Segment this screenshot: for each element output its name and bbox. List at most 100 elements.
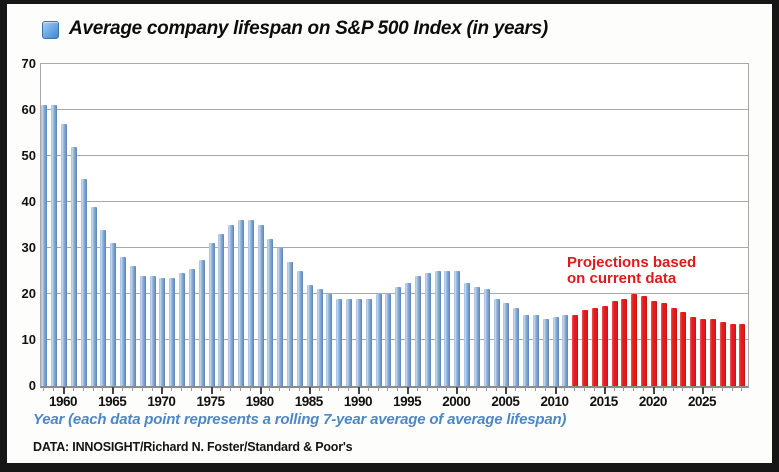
bar-1987 [326, 294, 333, 386]
bar-2029 [739, 323, 746, 386]
data-source-credit: DATA: INNOSIGHT/Richard N. Foster/Standa… [33, 440, 353, 454]
x-tick-2004 [495, 387, 497, 391]
gridline-60 [41, 109, 748, 110]
x-tick-1985 [308, 387, 311, 394]
chart-page: Average company lifespan on S&P 500 Inde… [7, 4, 772, 463]
bar-2015 [601, 305, 608, 386]
x-tick-2024 [692, 387, 694, 391]
x-tick-label-1980: 1980 [245, 394, 275, 409]
gridline-50 [41, 155, 748, 156]
y-tick-label-60: 60 [21, 102, 36, 117]
x-tick-2020 [652, 387, 655, 394]
x-tick-2006 [515, 387, 517, 391]
gridline-40 [41, 201, 748, 202]
x-tick-2018 [633, 387, 635, 391]
y-tick-label-0: 0 [28, 378, 36, 393]
x-tick-1987 [328, 387, 330, 391]
x-tick-2007 [525, 387, 527, 391]
x-tick-1975 [210, 387, 213, 394]
x-tick-2019 [643, 387, 645, 391]
x-tick-2009 [544, 387, 546, 391]
bar-1974 [198, 259, 205, 386]
x-tick-label-1965: 1965 [98, 394, 127, 409]
x-tick-1991 [367, 387, 369, 391]
y-tick-label-40: 40 [21, 194, 36, 209]
x-tick-2000 [456, 387, 459, 394]
x-tick-1995 [407, 387, 410, 394]
x-tick-2003 [485, 387, 487, 391]
x-tick-1977 [230, 387, 232, 391]
x-tick-label-2025: 2025 [687, 394, 717, 409]
bar-1976 [218, 234, 225, 386]
bar-1998 [434, 271, 441, 386]
y-tick-label-20: 20 [21, 286, 36, 301]
bar-1959 [51, 105, 58, 386]
bar-2001 [464, 282, 471, 386]
x-tick-1964 [102, 387, 104, 391]
bar-1992 [375, 294, 382, 386]
x-tick-label-1995: 1995 [393, 394, 422, 409]
bar-1984 [296, 271, 303, 386]
x-tick-1982 [279, 387, 281, 391]
y-tick-label-50: 50 [21, 148, 36, 163]
bar-1994 [395, 287, 402, 386]
x-tick-1967 [131, 387, 133, 391]
x-axis-title: Year (each data point represents a rolli… [33, 411, 567, 428]
bar-1981 [267, 238, 274, 386]
x-tick-label-1990: 1990 [343, 394, 373, 409]
bar-1990 [355, 298, 362, 386]
x-tick-2014 [593, 387, 595, 391]
x-tick-1996 [416, 387, 418, 391]
chart-title: Average company lifespan on S&P 500 Inde… [69, 18, 548, 39]
bar-2003 [483, 289, 490, 386]
gridline-20 [41, 293, 748, 294]
x-tick-2023 [682, 387, 684, 391]
x-tick-1981 [269, 387, 271, 391]
x-tick-1968 [141, 387, 143, 391]
x-tick-1969 [151, 387, 153, 391]
bar-2023 [680, 312, 687, 386]
bar-1972 [179, 273, 186, 386]
bar-2018 [631, 294, 638, 386]
bar-1983 [287, 261, 294, 386]
bar-1975 [208, 243, 215, 386]
bar-2014 [591, 307, 598, 386]
x-tick-1963 [92, 387, 94, 391]
bar-1978 [238, 220, 244, 386]
bar-1991 [365, 298, 372, 386]
bar-2012 [572, 314, 579, 386]
gridline-10 [41, 339, 748, 340]
bar-2013 [582, 310, 589, 386]
x-tick-1966 [122, 387, 124, 391]
projection-annotation-line2: on current data [567, 270, 677, 287]
x-tick-2028 [731, 387, 733, 391]
x-tick-1965 [112, 387, 115, 394]
x-tick-1970 [161, 387, 164, 394]
x-tick-1986 [318, 387, 320, 391]
bar-1958 [41, 105, 48, 386]
bar-1966 [120, 257, 127, 386]
gridline-30 [41, 247, 748, 248]
bar-1997 [424, 273, 431, 386]
bar-2009 [542, 319, 549, 386]
x-tick-1992 [377, 387, 379, 391]
x-tick-2005 [505, 387, 508, 394]
bar-1986 [316, 289, 323, 386]
x-tick-label-2010: 2010 [540, 394, 570, 409]
bar-1970 [159, 277, 166, 386]
x-tick-1989 [348, 387, 350, 391]
bar-2008 [532, 314, 539, 386]
bar-1969 [149, 275, 156, 386]
bar-1985 [306, 284, 313, 386]
bar-2016 [611, 300, 618, 386]
x-tick-label-1985: 1985 [294, 394, 324, 409]
x-tick-2011 [564, 387, 566, 391]
x-tick-1994 [397, 387, 399, 391]
x-tick-label-2005: 2005 [491, 394, 520, 409]
x-tick-1973 [190, 387, 192, 391]
bar-2010 [552, 317, 559, 386]
bar-1962 [80, 179, 87, 386]
bar-2007 [523, 314, 530, 386]
x-tick-label-1970: 1970 [147, 394, 176, 409]
